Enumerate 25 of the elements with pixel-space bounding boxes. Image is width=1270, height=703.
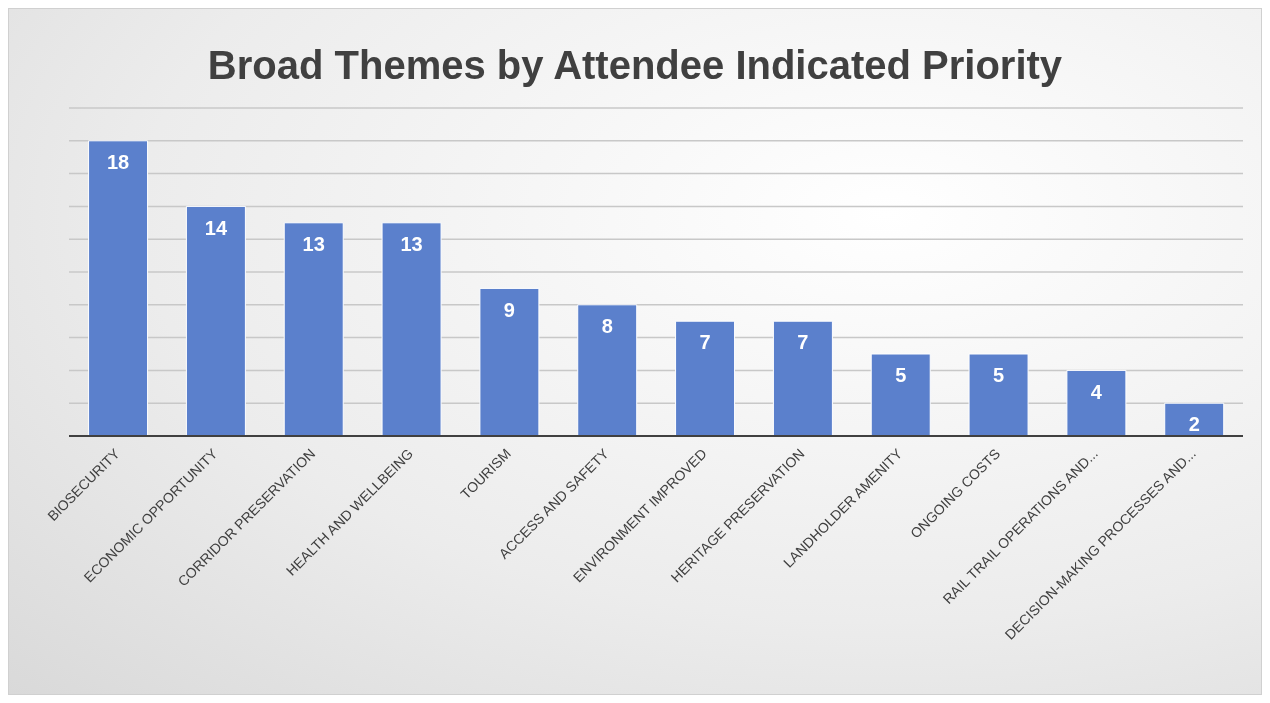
bar [968,353,1029,436]
bar [577,304,638,436]
bar [1066,369,1127,436]
bar [283,222,344,436]
data-label: 9 [503,298,515,321]
data-label: 4 [1090,380,1103,403]
data-label: 14 [204,216,228,239]
data-label: 18 [106,151,130,173]
data-label: 5 [895,364,907,387]
bar [381,222,442,436]
bar [1164,402,1225,436]
data-label: 13 [302,233,325,255]
bar [88,140,149,436]
chart-title: Broad Themes by Attendee Indicated Priority [206,42,1064,89]
bar [185,205,246,436]
data-label: 2 [1188,413,1200,436]
data-label: 7 [797,331,809,354]
data-label: 8 [601,315,613,337]
data-label: 13 [400,233,423,255]
bar [772,320,833,436]
bar [870,353,931,436]
data-label: 5 [993,364,1005,387]
bar [479,287,540,436]
bar [675,320,736,436]
data-label: 7 [699,331,711,354]
